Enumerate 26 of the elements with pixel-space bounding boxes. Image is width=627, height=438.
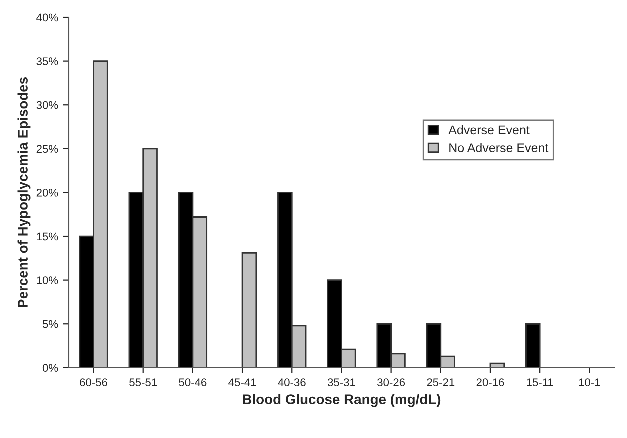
y-tick-label: 40% — [36, 14, 58, 22]
legend-label: Adverse Event — [448, 125, 530, 135]
y-tick-label: 0% — [42, 364, 58, 372]
x-tick-label: 35-31 — [328, 378, 356, 386]
x-tick-label: 60-56 — [80, 378, 108, 386]
x-tick-label: 30-26 — [378, 378, 406, 386]
y-tick-label: 10% — [37, 276, 58, 284]
x-tick-label: 15-11 — [527, 378, 554, 386]
x-tick-label: 50-46 — [179, 378, 207, 386]
y-tick-label: 15% — [37, 232, 58, 241]
y-tick-label: 20% — [36, 188, 58, 197]
bar — [525, 323, 541, 368]
legend-label: No Adverse Event — [450, 143, 549, 152]
y-tick-label: 30% — [36, 101, 58, 110]
x-tick-label: 10-1 — [579, 378, 600, 386]
y-tick-label: 5% — [42, 320, 58, 328]
y-axis-title: Percent of Hypoglycemia Episodes — [18, 78, 31, 308]
x-tick-label: 25-21 — [427, 378, 455, 386]
x-tick-label: 40-36 — [278, 378, 306, 386]
x-tick-label: 55-51 — [130, 378, 158, 386]
x-tick-label: 45-41 — [228, 378, 256, 386]
x-axis-title: Blood Glucose Range (mg/dL) — [243, 394, 441, 408]
x-tick-label: 20-16 — [476, 378, 504, 386]
bar — [242, 252, 258, 368]
y-tick-label: 25% — [36, 145, 58, 154]
y-tick-label: 35% — [36, 58, 58, 66]
